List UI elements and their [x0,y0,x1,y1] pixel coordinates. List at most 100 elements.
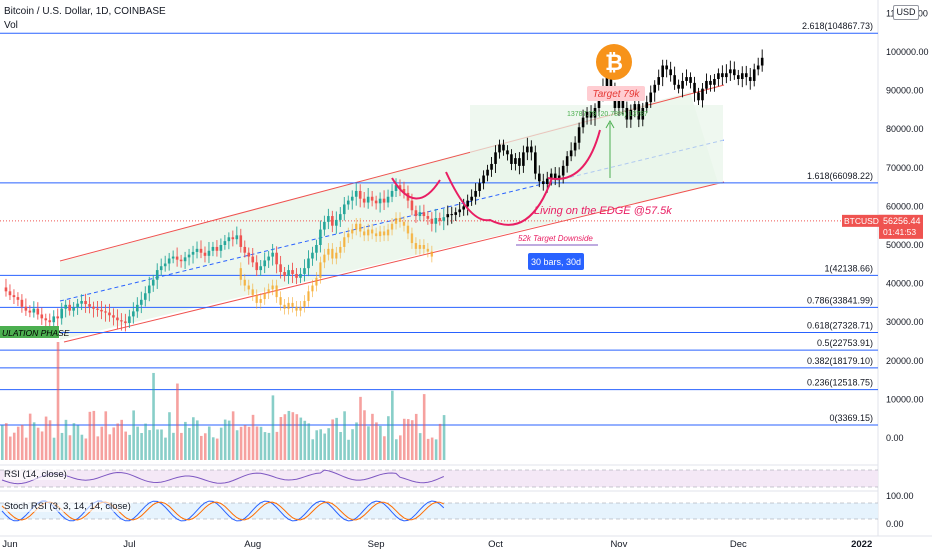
time-axis-tick: Jul [123,539,135,550]
rsi-line [1,469,444,485]
candle-body [422,212,426,217]
candle-body [283,272,286,276]
candle-body [88,304,91,307]
projected-candle [565,156,569,166]
volume-bar [60,432,64,460]
volume-bar [207,426,211,460]
candle-body [60,308,63,319]
candle-body [24,306,28,311]
candle-body [36,308,40,315]
fib-level-label: 0.236(12518.75) [807,378,873,388]
ghost-candle [279,297,282,305]
candle-body [259,266,262,271]
candle-body [319,229,322,245]
candle-body [40,314,44,319]
candle-body [96,308,99,310]
volume-bar [140,433,143,460]
stoch-axis-tick: 0.00 [886,519,904,529]
last-price-tag [879,214,923,239]
price-axis-tick: 0.00 [886,433,904,443]
candle-body [223,241,227,245]
projected-candle [748,77,752,81]
volume-bar [239,426,243,460]
price-axis-tick: 50000.00 [886,240,924,250]
candle-body [307,258,310,269]
projected-candle [577,127,581,143]
candle-body [346,200,350,205]
candle-body [116,317,119,321]
candle-body [175,256,179,260]
volume-bar [188,427,191,460]
fib-level-label: 0.618(27328.71) [807,321,873,331]
stoch-axis-tick: 100.00 [886,491,914,501]
candle-body [84,300,87,305]
ghost-candle [239,268,242,280]
candle-body [171,256,175,259]
ghost-candle [251,289,254,296]
candle-body [136,304,139,312]
ghost-candle [311,285,314,292]
volume-bar [223,419,227,460]
volume-bar [406,419,410,460]
projected-candle [617,96,621,108]
projected-candle [725,73,728,78]
volume-bar [383,436,386,460]
candle-body [52,316,56,323]
candle-body [143,293,147,300]
candle-body [227,237,231,242]
projected-candle [637,104,641,120]
projected-candle [454,212,458,215]
projected-candle [502,144,505,151]
volume-bar [434,439,438,460]
projected-candle [689,77,692,83]
last-price-countdown: 01:41:53 [883,227,916,237]
candle-body [163,263,167,267]
volume-bar [136,426,139,460]
time-axis-tick: Dec [730,539,747,550]
candle-body [366,196,370,203]
volume-bar [168,412,171,460]
volume-bar [391,390,394,460]
currency-badge[interactable]: USD [893,5,919,20]
volume-bar [180,432,183,460]
ghost-candle [426,248,430,252]
candle-body [350,196,354,201]
projected-candle [645,102,649,108]
candle-body [8,291,12,296]
projected-candle [733,69,736,76]
projected-candle [538,173,541,182]
candle-body [140,299,143,305]
volume-bar [279,417,283,460]
fib-level-label: 2.618(104867.73) [802,21,873,31]
volume-bar [235,430,239,460]
fib-level-label: 0(3369.15) [829,413,873,423]
last-price-value: 56256.44 [883,216,921,226]
projected-candle [458,209,461,213]
projected-candle [589,111,593,118]
candle-body [159,266,163,271]
price-axis-tick: 80000.00 [886,124,924,134]
volume-bar [414,413,418,460]
candle-body [28,310,32,313]
volume-bar [267,432,271,460]
projected-candle [482,175,485,184]
volume-bar [104,411,108,460]
volume-bar [227,420,231,460]
projected-candle [557,175,561,180]
projected-candle [545,178,549,185]
projected-candle [665,65,668,70]
projected-candle [677,84,680,89]
projected-candle [744,73,748,78]
rsi-label: RSI (14, close) [4,469,67,480]
ghost-candle [299,306,302,311]
ghost-candle [410,233,414,244]
candle-body [124,321,127,323]
projected-candle [649,92,653,103]
time-axis-tick: Jun [2,539,17,550]
candle-body [430,218,434,224]
time-axis-tick: 2022 [851,539,872,550]
volume-bar [402,418,406,460]
stoch-rsi-label: Stoch RSI (3, 3, 14, 14, close) [4,501,131,512]
ghost-candle [362,231,366,236]
